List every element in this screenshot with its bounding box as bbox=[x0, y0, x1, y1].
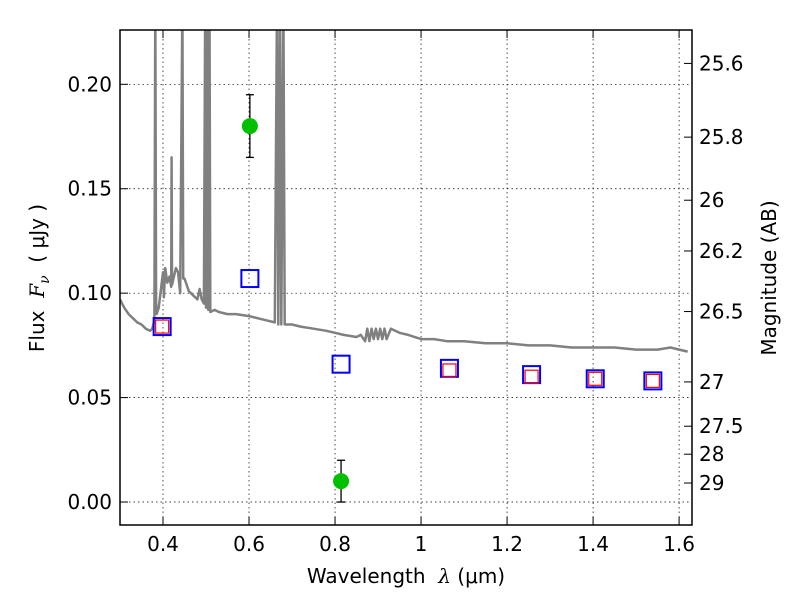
observed-data-point bbox=[333, 473, 350, 490]
y2-tick-label: 26.5 bbox=[699, 300, 744, 324]
observed-data-point bbox=[241, 118, 258, 135]
y2-tick-label: 29 bbox=[699, 471, 724, 495]
y2-axis-label: Magnitude (AB) bbox=[757, 200, 781, 355]
x-tick-label: 1.6 bbox=[663, 532, 695, 556]
marker-layer bbox=[152, 94, 663, 503]
model-photometry-red-marker bbox=[645, 373, 660, 388]
y2-tick-label: 28 bbox=[699, 442, 724, 466]
x-tick-label: 1 bbox=[415, 532, 428, 556]
ticks: 0.4 0.6 0.8 1 1.2 1.4 1.6 0.00 0.05 0.10 0.15 0.20 2… bbox=[67, 30, 744, 556]
model-photometry-blue-marker bbox=[585, 369, 605, 389]
y2-tick-label: 26.2 bbox=[699, 239, 744, 263]
y-tick-label: 0.05 bbox=[67, 386, 112, 410]
model-photometry-red-marker bbox=[155, 319, 170, 334]
y-tick-label: 0.20 bbox=[67, 72, 112, 96]
model-photometry-red-marker bbox=[524, 369, 539, 384]
x-tick-label: 0.4 bbox=[147, 532, 179, 556]
y-axis-label: Flux Fν ( μJy ) bbox=[25, 204, 53, 352]
model-photometry-blue-marker bbox=[152, 317, 172, 337]
y2-tick-label: 25.6 bbox=[699, 51, 744, 75]
y-tick-label: 0.00 bbox=[67, 490, 112, 514]
y2-tick-label: 27 bbox=[699, 370, 724, 394]
y-tick-label: 0.15 bbox=[67, 177, 112, 201]
plot-area bbox=[120, 30, 688, 353]
model-photometry-blue-marker bbox=[331, 354, 351, 374]
y-tick-label: 0.10 bbox=[67, 281, 112, 305]
sed-model-line bbox=[120, 30, 688, 353]
x-tick-label: 0.6 bbox=[233, 532, 265, 556]
axes-frame bbox=[119, 29, 693, 526]
x-tick-label: 1.4 bbox=[577, 532, 609, 556]
y2-tick-label: 25.8 bbox=[699, 125, 744, 149]
grid bbox=[120, 30, 692, 525]
x-tick-label: 0.8 bbox=[319, 532, 351, 556]
model-photometry-red-marker bbox=[588, 371, 603, 386]
model-photometry-blue-marker bbox=[643, 371, 663, 391]
y2-tick-label: 27.5 bbox=[699, 414, 744, 438]
y2-tick-label: 26 bbox=[699, 188, 724, 212]
model-photometry-red-marker bbox=[442, 363, 457, 378]
x-axis-label: Wavelength λ (μm) bbox=[307, 564, 505, 588]
x-tick-label: 1.2 bbox=[491, 532, 523, 556]
model-photometry-blue-marker bbox=[240, 269, 260, 289]
